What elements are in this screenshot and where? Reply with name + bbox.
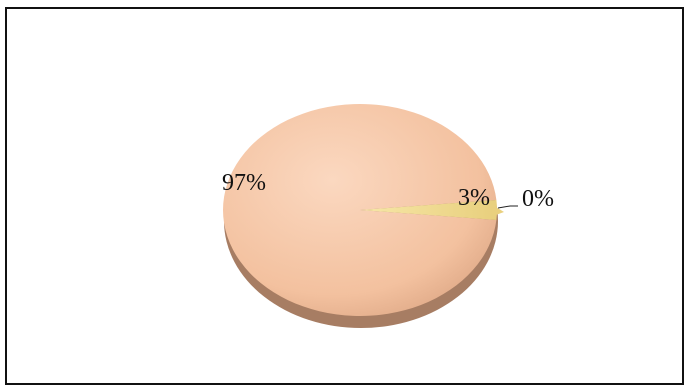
pie-label-1: 97% <box>222 170 266 196</box>
pie-slices <box>222 103 504 316</box>
pie-leader-line <box>497 205 518 209</box>
pie-slice-1 <box>222 103 497 316</box>
pie-labels: 97% 3% 0% <box>222 170 554 212</box>
pie-label-3: 0% <box>522 186 554 212</box>
pie-slice-2 <box>360 200 497 220</box>
pie-label-2: 3% <box>458 185 490 211</box>
pie-slice-tip <box>491 204 504 216</box>
